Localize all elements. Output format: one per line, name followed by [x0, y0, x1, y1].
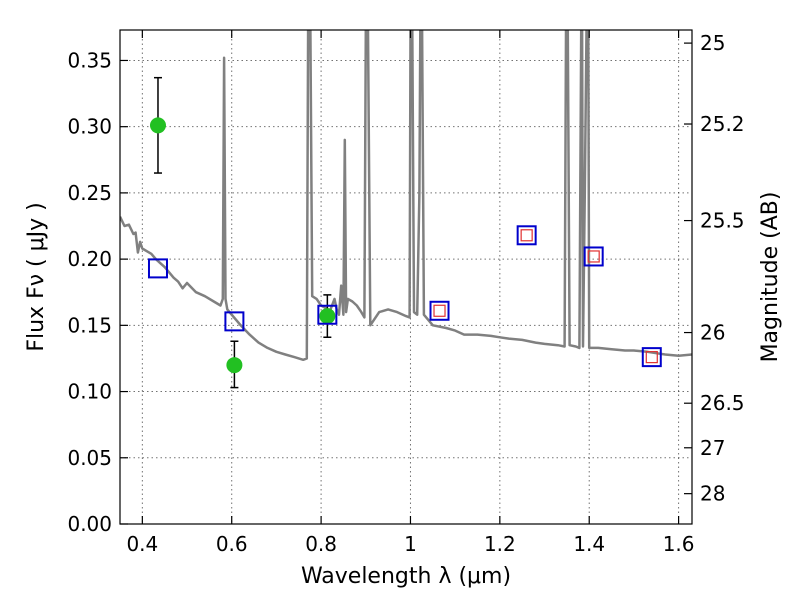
tick-labels: 0.4 0.6 0.8 1 1.2 1.4 1.6 0.00 0.05 0.10 0.15 0.20 0… — [67, 31, 744, 556]
model-spectrum-line — [120, 30, 692, 362]
upper-limit-box — [433, 304, 446, 317]
right-axis-title: Magnitude (AB) — [758, 192, 783, 363]
right-tick-label: 25.2 — [700, 112, 745, 136]
y-tick-label: 0.00 — [67, 512, 112, 536]
model-flux-box — [224, 311, 245, 332]
y-tick-label: 0.30 — [67, 115, 112, 139]
right-tick-label: 26.5 — [700, 391, 745, 415]
observed-flux-point — [149, 117, 166, 134]
model-flux-box — [147, 258, 168, 279]
upper-limit-box — [520, 229, 533, 242]
observed-flux-point — [319, 308, 336, 325]
x-axis-title: Wavelength λ (μm) — [301, 564, 511, 589]
y-tick-label: 0.05 — [67, 446, 112, 470]
upper-limit-box — [645, 351, 658, 364]
right-tick-label: 28 — [700, 482, 725, 506]
x-tick-label: 0.6 — [216, 532, 248, 556]
x-tick-label: 0.4 — [126, 532, 158, 556]
plot-frame — [119, 29, 693, 525]
x-tick-label: 1.4 — [573, 532, 605, 556]
model-flux-box — [429, 300, 450, 321]
y-tick-label: 0.15 — [67, 313, 112, 337]
right-tick-label: 25.5 — [700, 209, 745, 233]
y-tick-label: 0.25 — [67, 181, 112, 205]
y-tick-label: 0.35 — [67, 48, 112, 72]
y-tick-label: 0.20 — [67, 247, 112, 271]
upper-limit-box — [587, 250, 600, 263]
x-tick-label: 1.2 — [484, 532, 516, 556]
model-flux-box — [583, 246, 604, 267]
axis-ticks — [120, 30, 692, 525]
y-tick-label: 0.10 — [67, 380, 112, 404]
photometry-layer — [147, 76, 662, 389]
model-flux-box — [516, 225, 537, 246]
model-flux-box — [317, 304, 338, 325]
x-tick-label: 1 — [404, 532, 417, 556]
grid-lines — [120, 30, 692, 525]
x-tick-label: 0.8 — [305, 532, 337, 556]
right-tick-label: 26 — [700, 321, 725, 345]
y-axis-title: Flux Fν ( μJy ) — [24, 202, 49, 351]
right-tick-label: 25 — [700, 31, 725, 55]
model-flux-box — [641, 347, 662, 368]
spectrum-layer — [120, 30, 692, 362]
right-tick-label: 27 — [700, 436, 725, 460]
x-tick-label: 1.6 — [663, 532, 695, 556]
observed-flux-point — [226, 357, 243, 374]
